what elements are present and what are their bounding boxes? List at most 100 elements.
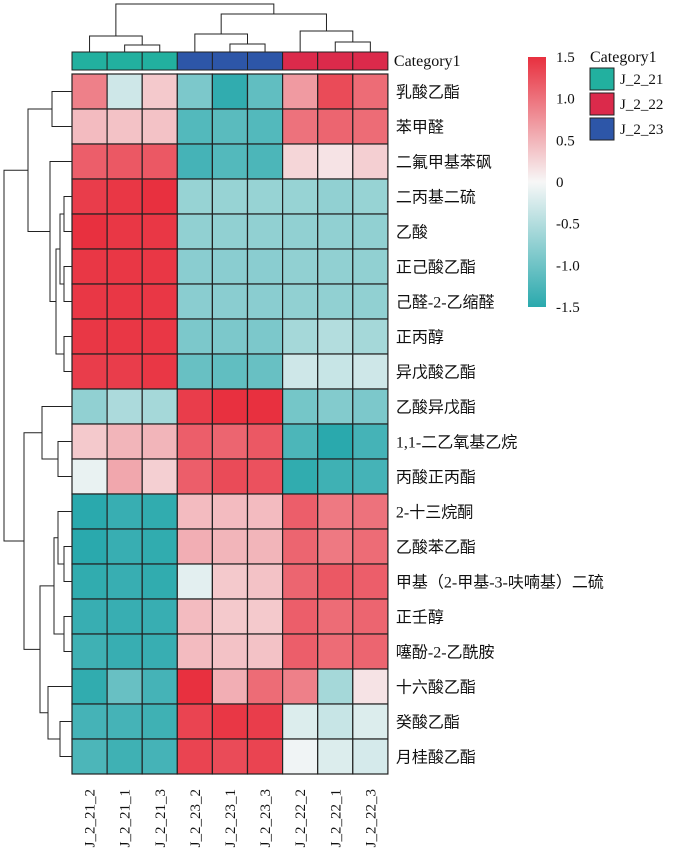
heatmap-cell xyxy=(352,598,389,635)
heatmap-cell xyxy=(141,528,178,565)
heatmap-cell xyxy=(246,458,284,495)
heatmap-cell xyxy=(317,738,354,775)
row-label: 异戊酸乙酯 xyxy=(396,364,476,382)
heatmap-cell xyxy=(141,703,178,740)
heatmap-cell xyxy=(352,353,389,390)
heatmap-cell xyxy=(246,108,284,145)
dendrogram-branch xyxy=(194,33,248,52)
row-label: 正丙醇 xyxy=(396,329,444,347)
heatmap-cell xyxy=(352,108,389,145)
row-label: 苯甲醛 xyxy=(396,119,444,137)
heatmap-cell xyxy=(317,248,354,285)
dendrogram-branch xyxy=(23,432,42,650)
heatmap-cell xyxy=(211,633,249,670)
heatmap-cell xyxy=(282,423,319,460)
heatmap-cell xyxy=(352,563,389,600)
heatmap-cell xyxy=(141,423,178,460)
heatmap-cell xyxy=(317,563,354,600)
heatmap-cell xyxy=(176,178,214,215)
heatmap-cell xyxy=(71,318,108,355)
row-label: 正己酸乙酯 xyxy=(396,259,476,277)
heatmap-cell xyxy=(282,318,319,355)
heatmap-cell xyxy=(106,388,143,425)
heatmap-cell xyxy=(211,178,249,215)
heatmap-cell xyxy=(317,143,354,180)
row-label: 1,1-二乙氧基乙烷 xyxy=(396,434,517,452)
heatmap-cell xyxy=(317,108,354,145)
heatmap-cell xyxy=(71,703,108,740)
heatmap-cell xyxy=(282,73,319,110)
heatmap-cell xyxy=(282,703,319,740)
heatmap-cell xyxy=(282,283,319,320)
heatmap-cell xyxy=(246,563,284,600)
dendrogram-branch xyxy=(229,43,266,52)
heatmap-cell xyxy=(176,598,214,635)
heatmap-cell xyxy=(176,283,214,320)
category-cell xyxy=(211,51,248,71)
heatmap-cell xyxy=(106,248,143,285)
heatmap-cell xyxy=(141,668,178,705)
heatmap-cell xyxy=(71,178,108,215)
heatmap-cell xyxy=(71,108,108,145)
heatmap-cell xyxy=(141,213,178,250)
heatmap-cell xyxy=(211,423,249,460)
heatmap-cell xyxy=(352,458,389,495)
heatmap-cell xyxy=(176,353,214,390)
heatmap-cell xyxy=(71,423,108,460)
column-label: J_2_22_1 xyxy=(328,789,344,847)
heatmap-cell xyxy=(246,248,284,285)
dendrogram-branch xyxy=(334,41,371,52)
heatmap-cell xyxy=(106,668,143,705)
heatmap-cell xyxy=(317,73,354,110)
row-label: 乙酸 xyxy=(396,224,428,242)
category-cell xyxy=(71,51,108,71)
heatmap-cell xyxy=(282,458,319,495)
heatmap-cell xyxy=(246,353,284,390)
heatmap-cell xyxy=(71,73,108,110)
heatmap-cell xyxy=(71,388,108,425)
heatmap-cell xyxy=(71,528,108,565)
column-label: J_2_21_2 xyxy=(83,789,99,847)
heatmap-cell xyxy=(317,388,354,425)
heatmap-cell xyxy=(141,178,178,215)
heatmap-cell xyxy=(317,633,354,670)
row-label: 乙酸苯乙酯 xyxy=(396,539,476,557)
heatmap-cell xyxy=(141,283,178,320)
heatmap-cell xyxy=(71,283,108,320)
heatmap-cell xyxy=(176,703,214,740)
heatmap-cell xyxy=(317,423,354,460)
dendrogram-branch xyxy=(39,585,54,714)
dendrogram-branch xyxy=(89,35,143,52)
heatmap-cell xyxy=(246,388,284,425)
colorbar-gradient xyxy=(528,57,546,307)
legend-swatch xyxy=(589,117,615,141)
heatmap-cell xyxy=(141,493,178,530)
heatmap-cell xyxy=(106,493,143,530)
colorbar-tick-label: -1.0 xyxy=(556,258,580,274)
row-label: 2-十三烷酮 xyxy=(396,504,473,522)
heatmap-cell xyxy=(176,423,214,460)
heatmap-cell xyxy=(246,703,284,740)
heatmap-cell xyxy=(246,143,284,180)
heatmap-cell xyxy=(211,318,249,355)
heatmap-cell xyxy=(141,108,178,145)
heatmap-cell xyxy=(352,423,389,460)
heatmap-cell xyxy=(71,213,108,250)
heatmap-cell xyxy=(71,633,108,670)
heatmap-cell xyxy=(141,318,178,355)
heatmap-cell xyxy=(282,248,319,285)
row-label: 癸酸乙酯 xyxy=(396,714,460,732)
heatmap-cell xyxy=(352,143,389,180)
heatmap-cell xyxy=(106,598,143,635)
heatmap-cell xyxy=(352,493,389,530)
row-label: 二氟甲基苯砜 xyxy=(396,154,492,172)
row-label: 乙酸异戊酯 xyxy=(396,399,476,417)
heatmap-cell xyxy=(176,73,214,110)
colorbar-tick-label: 1.5 xyxy=(556,50,575,66)
heatmap-cell xyxy=(106,178,143,215)
heatmap-cell xyxy=(106,318,143,355)
heatmap-cell xyxy=(282,668,319,705)
heatmap-cell xyxy=(352,178,389,215)
category-cell xyxy=(106,51,143,71)
